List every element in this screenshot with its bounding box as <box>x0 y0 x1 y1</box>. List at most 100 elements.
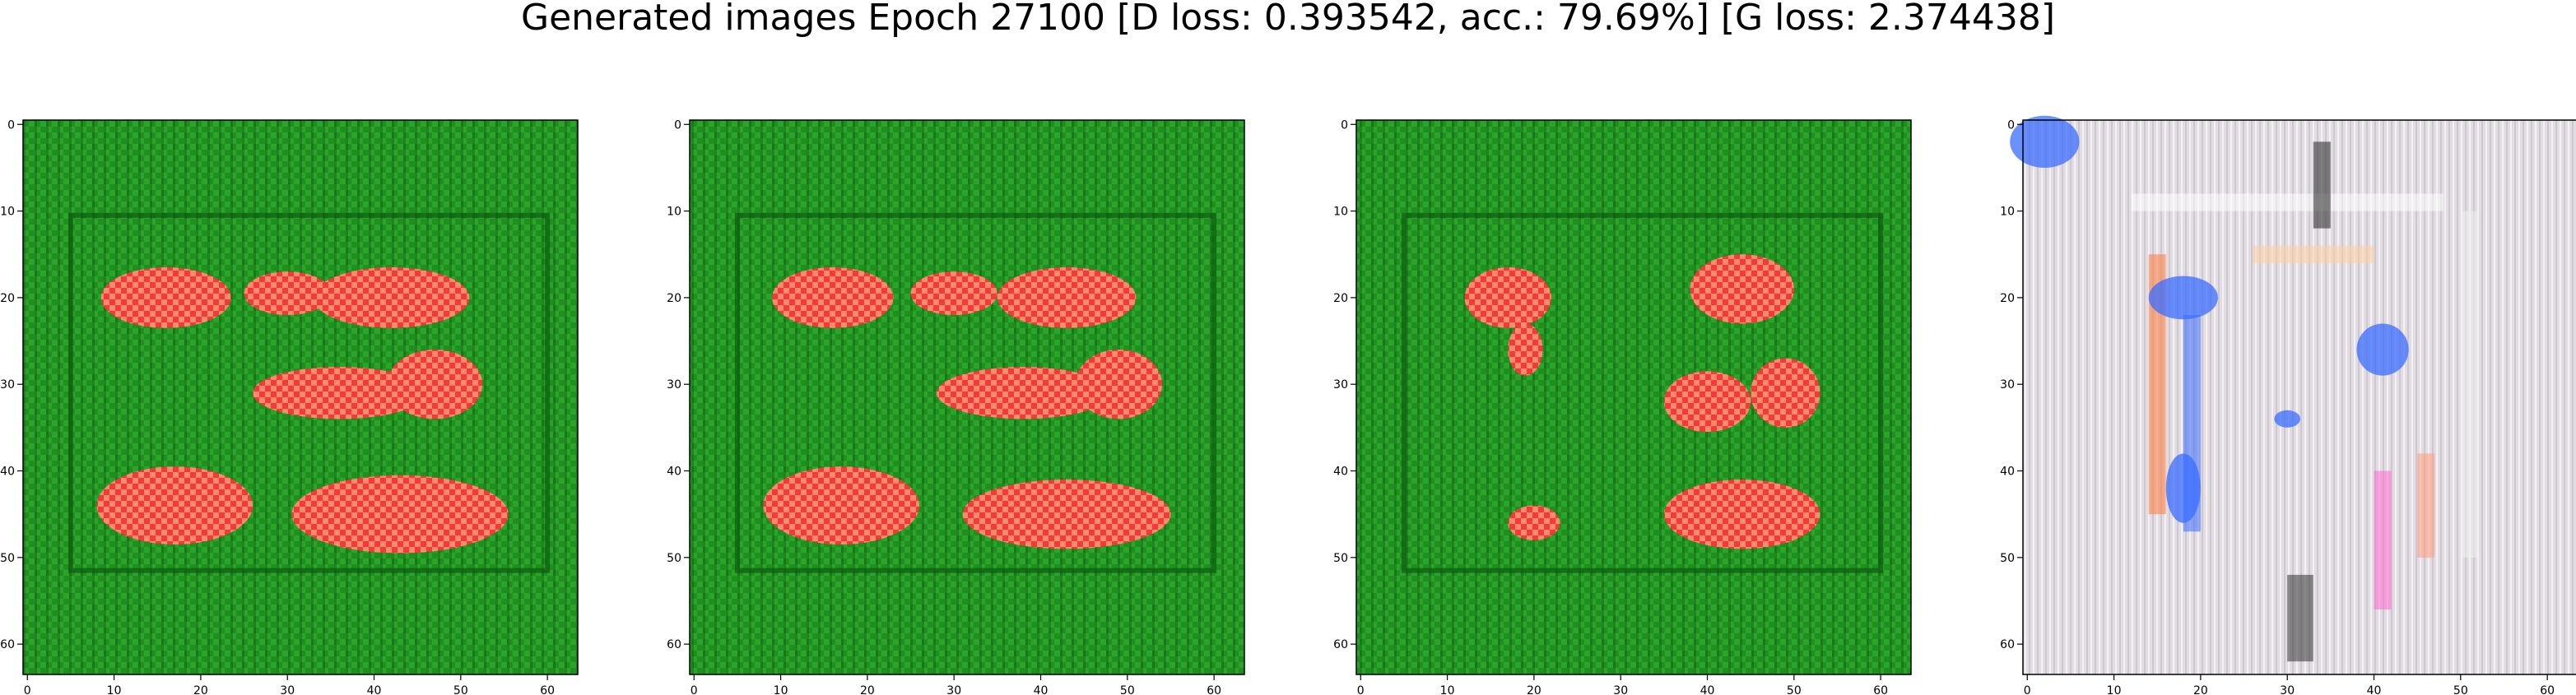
artifact-streak <box>2131 193 2443 211</box>
y-tick-label: 40 <box>0 466 15 479</box>
x-tick-label: 50 <box>2453 684 2468 695</box>
image-blob <box>1508 323 1543 376</box>
y-tick-label: 30 <box>667 378 681 392</box>
x-tick-label: 60 <box>2540 684 2555 695</box>
x-tick-label: 40 <box>1700 684 1715 695</box>
y-tick-label: 20 <box>1333 292 1348 305</box>
y-tick-label: 50 <box>0 552 15 565</box>
y-tick-label: 40 <box>1333 466 1348 479</box>
image-blob <box>100 267 231 328</box>
x-tick-label: 30 <box>2280 684 2295 695</box>
image-blob <box>291 475 509 554</box>
image-blob <box>1075 350 1162 419</box>
y-tick-label: 40 <box>2000 466 2015 479</box>
x-tick-label: 30 <box>280 684 295 695</box>
artifact-streak <box>2313 141 2331 229</box>
x-tick-label: 30 <box>946 684 961 695</box>
image-blob <box>96 466 253 545</box>
panel-inner-frame <box>1401 212 1884 573</box>
panel-texture <box>1356 120 1911 674</box>
artifact-streak <box>2374 470 2392 610</box>
image-blob <box>1690 254 1794 324</box>
x-tick-label: 10 <box>2107 684 2122 695</box>
image-panel-3: 0 10 20 30 40 50 60 0 10 20 30 40 50 60 <box>1333 118 1912 695</box>
y-tick-label: 40 <box>667 466 681 479</box>
panel-inner-frame <box>734 212 1217 573</box>
image-blob <box>2165 453 2201 523</box>
y-tick-label: 10 <box>1333 206 1348 219</box>
axes-frame <box>689 119 1245 675</box>
artifact-streak <box>2287 574 2313 662</box>
x-tick-label: 10 <box>1440 684 1455 695</box>
image-panel-1: 0 10 20 30 40 50 60 0 10 20 30 40 50 60 <box>0 118 579 695</box>
x-tick-label: 50 <box>453 684 468 695</box>
x-tick-label: 60 <box>1873 684 1888 695</box>
y-tick-label: 20 <box>0 292 15 305</box>
x-tick-label: 20 <box>1527 684 1541 695</box>
artifact-streak <box>2148 254 2166 515</box>
y-tick-label: 60 <box>1333 638 1348 651</box>
image-blob <box>244 271 331 315</box>
image-blob <box>910 271 997 315</box>
axes-frame <box>1355 119 1912 675</box>
x-tick-label: 50 <box>1120 684 1135 695</box>
x-tick-label: 0 <box>2024 684 2031 695</box>
x-tick-label: 30 <box>1613 684 1628 695</box>
image-blob <box>253 367 426 419</box>
image-blob <box>2356 323 2409 376</box>
y-tick-label: 30 <box>1333 378 1348 392</box>
image-blob <box>2148 276 2218 320</box>
image-blob <box>1751 358 1820 428</box>
image-blob <box>937 367 1110 419</box>
x-tick-label: 20 <box>2193 684 2208 695</box>
y-tick-label: 30 <box>0 378 15 392</box>
y-tick-label: 60 <box>2000 638 2015 651</box>
figure-title: Generated images Epoch 27100 [D loss: 0.… <box>520 0 2056 39</box>
x-tick-label: 0 <box>1357 684 1365 695</box>
y-tick-label: 20 <box>2000 292 2015 305</box>
x-tick-label: 40 <box>367 684 382 695</box>
x-tick-label: 60 <box>540 684 555 695</box>
y-tick-label: 0 <box>7 118 15 132</box>
x-tick-label: 20 <box>860 684 875 695</box>
y-tick-label: 50 <box>2000 552 2015 565</box>
y-tick-label: 0 <box>2007 118 2015 132</box>
y-tick-label: 0 <box>674 118 681 132</box>
image-blob <box>1663 371 1751 433</box>
image-panel-2: 0 10 20 30 40 50 60 0 10 20 30 40 50 60 <box>667 118 1245 695</box>
y-tick-label: 30 <box>2000 378 2015 392</box>
image-blob <box>772 267 894 328</box>
artifact-streak <box>2253 245 2374 263</box>
image-blob <box>1508 505 1560 540</box>
x-tick-label: 0 <box>690 684 698 695</box>
x-tick-label: 0 <box>24 684 31 695</box>
y-tick-label: 10 <box>0 206 15 219</box>
x-tick-label: 60 <box>1207 684 1221 695</box>
image-blob <box>2010 115 2080 168</box>
y-tick-label: 50 <box>1333 552 1348 565</box>
x-tick-label: 20 <box>193 684 208 695</box>
y-tick-label: 60 <box>0 638 15 651</box>
x-tick-label: 50 <box>1787 684 1802 695</box>
axes-frame <box>2022 119 2576 675</box>
image-blob <box>1663 480 1820 549</box>
image-blob <box>962 480 1171 549</box>
x-tick-label: 40 <box>1034 684 1049 695</box>
image-blob <box>997 267 1137 328</box>
x-tick-label: 10 <box>774 684 788 695</box>
x-tick-label: 40 <box>2367 684 2382 695</box>
y-tick-label: 50 <box>667 552 681 565</box>
x-tick-label: 10 <box>107 684 122 695</box>
y-tick-label: 60 <box>667 638 681 651</box>
image-blob <box>763 466 920 545</box>
image-blob <box>1464 267 1551 328</box>
y-tick-label: 0 <box>1341 118 1348 132</box>
y-tick-label: 10 <box>2000 206 2015 219</box>
image-blob <box>313 267 470 328</box>
artifact-streak <box>2460 211 2478 558</box>
image-blob <box>387 350 483 419</box>
artifact-streak <box>2417 453 2435 558</box>
image-blob <box>2274 410 2300 428</box>
